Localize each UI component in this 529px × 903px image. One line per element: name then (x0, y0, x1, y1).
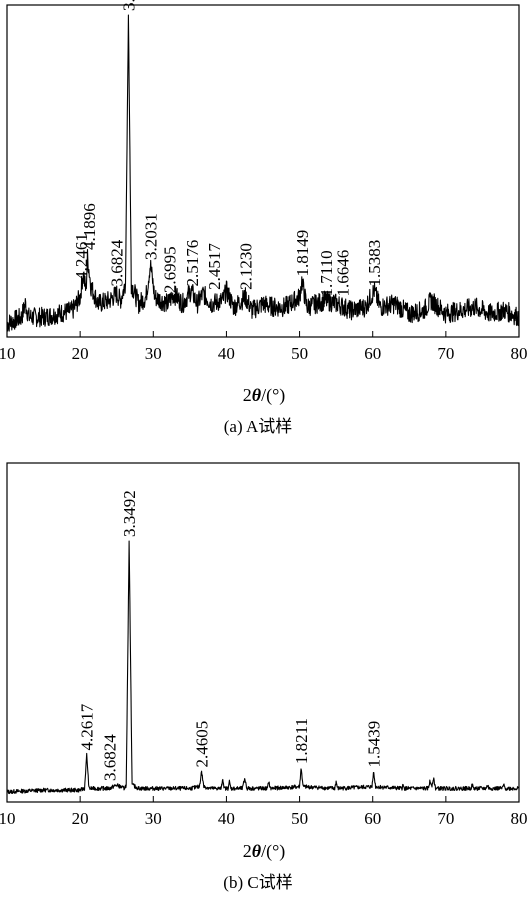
panel-a-x-tick-label: 20 (72, 344, 89, 363)
panel-b-series-line (6, 540, 520, 795)
panel-a-caption: (a) A试样 (224, 417, 292, 436)
panel-a-peak-label: 1.5383 (365, 240, 384, 287)
panel-a-x-axis-label-prefix: 2 (243, 385, 252, 405)
panel-a-x-ticks: 10 20 30 40 50 60 70 80 (0, 331, 528, 363)
panel-a-x-tick-label: 60 (364, 344, 381, 363)
panel-a-peak-label: 2.1230 (236, 243, 255, 290)
panel-b-peak-label: 1.5439 (364, 721, 383, 768)
panel-b-x-ticks: 10 20 30 40 50 60 70 80 (0, 796, 528, 828)
panel-a-peak-label: 1.7110 (317, 250, 336, 296)
panel-a-x-tick-label: 40 (218, 344, 235, 363)
panel-a-peak-label: 3.6824 (108, 239, 127, 286)
panel-a-plot-area (6, 4, 520, 338)
panel-a-peak-label: 2.5176 (183, 240, 202, 287)
panel-a-peak-label: 2.6995 (160, 246, 179, 293)
panel-a-peak-label: 2.4517 (205, 243, 224, 290)
panel-b-caption: (b) C试样 (223, 873, 292, 892)
panel-a-series-line (6, 14, 520, 332)
panel-a-x-tick-label: 10 (0, 344, 16, 363)
panel-a-peak-label: 3.2031 (141, 213, 160, 260)
panel-b-frame (6, 462, 520, 803)
panel-b-x-axis-label: 2θ/(°) (243, 841, 286, 862)
panel-a-x-tick-label: 80 (511, 344, 528, 363)
panel-b-x-axis-label-symbol: θ (252, 841, 262, 861)
panel-b-x-axis-label-suffix: /(°) (261, 841, 285, 862)
panel-b-x-tick-label: 80 (511, 809, 528, 828)
panel-a-x-tick-label: 70 (437, 344, 454, 363)
panel-a-x-tick-label: 50 (291, 344, 308, 363)
panel-b-x-tick-label: 10 (0, 809, 16, 828)
panel-a-peak-label: 3.3378 (119, 0, 138, 11)
panel-b-peak-label: 4.2617 (78, 703, 97, 750)
panel-a-peak-label: 4.2461 (72, 233, 91, 280)
panel-b-x-tick-label: 60 (364, 809, 381, 828)
panel-b-x-tick-label: 50 (291, 809, 308, 828)
panel-b-x-tick-label: 30 (145, 809, 162, 828)
panel-b-peak-label: 3.6824 (100, 734, 119, 781)
panel-a-peak-label: 1.6646 (334, 250, 353, 297)
panel-a-x-axis-label: 2θ/(°) (243, 385, 286, 406)
panel-a-peak-label: 4.1896 (80, 203, 99, 250)
panel-a-frame (6, 4, 520, 338)
panel-a-x-axis-label-symbol: θ (252, 385, 262, 405)
panel-a-x-tick-label: 30 (145, 344, 162, 363)
panel-b-x-tick-label: 20 (72, 809, 89, 828)
panel-b-peak-label: 2.4605 (193, 721, 212, 768)
panel-a-peak-label: 1.8149 (293, 230, 312, 277)
panel-b-x-tick-label: 70 (437, 809, 454, 828)
panel-b-x-axis-label-prefix: 2 (243, 841, 252, 861)
panel-b-peak-label: 1.8211 (292, 718, 311, 764)
panel-a-x-axis-label-suffix: /(°) (261, 385, 285, 406)
panel-b-x-tick-label: 40 (218, 809, 235, 828)
panel-b-peak-label: 3.3492 (120, 490, 139, 537)
panel-b-plot-area (6, 462, 520, 803)
